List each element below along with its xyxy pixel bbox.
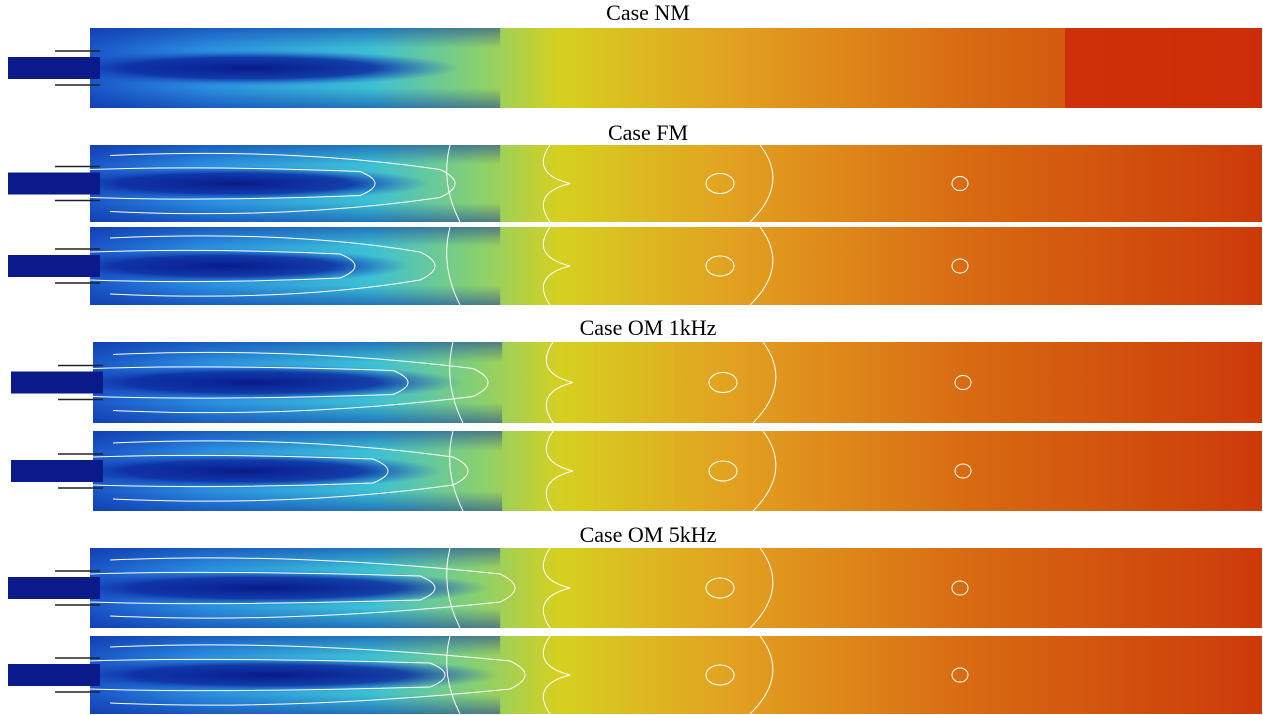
contour — [749, 635, 774, 715]
jet-core — [40, 248, 410, 284]
contour — [89, 658, 446, 692]
jet-core — [40, 570, 490, 606]
contour — [954, 375, 972, 390]
jet-core — [40, 166, 430, 201]
contour — [109, 235, 436, 297]
contour — [752, 341, 777, 424]
contour — [446, 547, 461, 629]
jet-core — [40, 50, 460, 86]
contour — [749, 226, 774, 306]
contour — [705, 664, 735, 686]
contour — [545, 341, 574, 424]
contour — [446, 144, 461, 223]
nozzle — [8, 255, 100, 277]
contour — [89, 167, 376, 200]
case-title: Case OM 1kHz — [580, 315, 717, 340]
contour — [951, 667, 969, 683]
contour — [951, 176, 969, 191]
case-title: Case NM — [606, 0, 690, 25]
nozzle — [11, 371, 103, 394]
contour — [705, 577, 735, 599]
contour — [109, 557, 516, 619]
contour — [449, 341, 464, 424]
nozzle — [8, 664, 100, 686]
contour — [89, 249, 356, 283]
contour — [109, 152, 456, 215]
contour — [446, 226, 461, 306]
contour — [749, 144, 774, 223]
contour — [545, 430, 574, 512]
nozzle — [8, 57, 100, 79]
contour — [542, 144, 571, 223]
contour — [705, 173, 735, 194]
contour — [708, 372, 738, 393]
contour — [542, 226, 571, 306]
contour — [951, 580, 969, 596]
jet-core — [40, 657, 500, 693]
contour — [112, 440, 469, 502]
contour — [951, 258, 969, 274]
contour — [446, 635, 461, 715]
jet-core — [43, 453, 443, 489]
outlet-zone — [1065, 28, 1262, 108]
nozzle — [8, 172, 100, 195]
contour — [752, 430, 777, 512]
contour — [92, 454, 389, 488]
nozzle — [11, 460, 103, 482]
contour — [542, 635, 571, 715]
contour — [109, 644, 526, 706]
contour — [542, 547, 571, 629]
contour — [92, 366, 409, 399]
contour — [449, 430, 464, 512]
nozzle — [8, 577, 100, 599]
contour — [954, 463, 972, 479]
contour — [708, 460, 738, 482]
case-title: Case FM — [608, 120, 688, 145]
contour — [112, 351, 489, 414]
contour — [749, 547, 774, 629]
jet-core — [43, 364, 463, 401]
contour — [705, 255, 735, 277]
case-title: Case OM 5kHz — [580, 522, 717, 547]
contour — [89, 571, 436, 605]
